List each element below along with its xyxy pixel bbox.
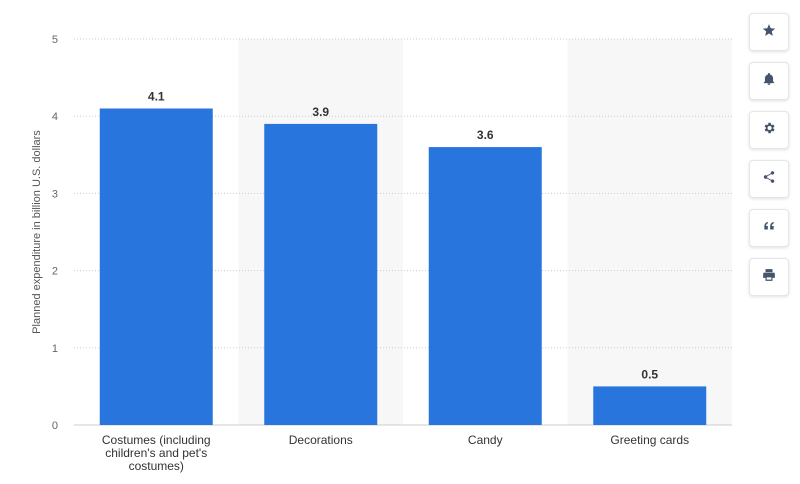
x-tick-label: Decorations (289, 433, 353, 447)
cite-button[interactable] (749, 209, 789, 247)
data-label: 3.6 (477, 128, 494, 142)
share-icon (762, 170, 776, 189)
y-tick-label: 5 (52, 34, 58, 46)
gear-icon (762, 121, 776, 140)
print-button[interactable] (749, 258, 789, 296)
x-tick-label: costumes) (129, 459, 184, 473)
settings-button[interactable] (749, 111, 789, 149)
bell-icon (762, 72, 776, 91)
x-tick-label: Candy (468, 433, 503, 447)
x-tick-label: Costumes (including (102, 433, 211, 447)
data-label: 0.5 (641, 367, 658, 381)
data-label: 3.9 (312, 105, 329, 119)
x-tick-label: children's and pet's (105, 446, 207, 460)
bar (99, 108, 213, 425)
y-tick-label: 4 (52, 111, 58, 123)
notification-button[interactable] (749, 62, 789, 100)
y-axis-title: Planned expenditure in billion U.S. doll… (31, 130, 43, 334)
bar (593, 386, 707, 425)
chart-toolbar (749, 13, 789, 307)
share-button[interactable] (749, 160, 789, 198)
bar-chart: 0 1 2 3 4 5 4.1 Costumes (including children's a… (31, 34, 732, 473)
bar (428, 147, 542, 425)
y-tick-label: 0 (52, 420, 58, 432)
x-tick-label: Greeting cards (610, 433, 689, 447)
y-tick-label: 3 (52, 188, 58, 200)
y-tick-label: 1 (52, 343, 58, 355)
star-icon (762, 23, 776, 42)
category-band (567, 39, 732, 425)
data-label: 4.1 (148, 89, 165, 103)
bar (264, 123, 378, 426)
quote-icon (762, 219, 776, 238)
favorite-button[interactable] (749, 13, 789, 51)
y-tick-label: 2 (52, 266, 58, 278)
print-icon (762, 268, 776, 287)
